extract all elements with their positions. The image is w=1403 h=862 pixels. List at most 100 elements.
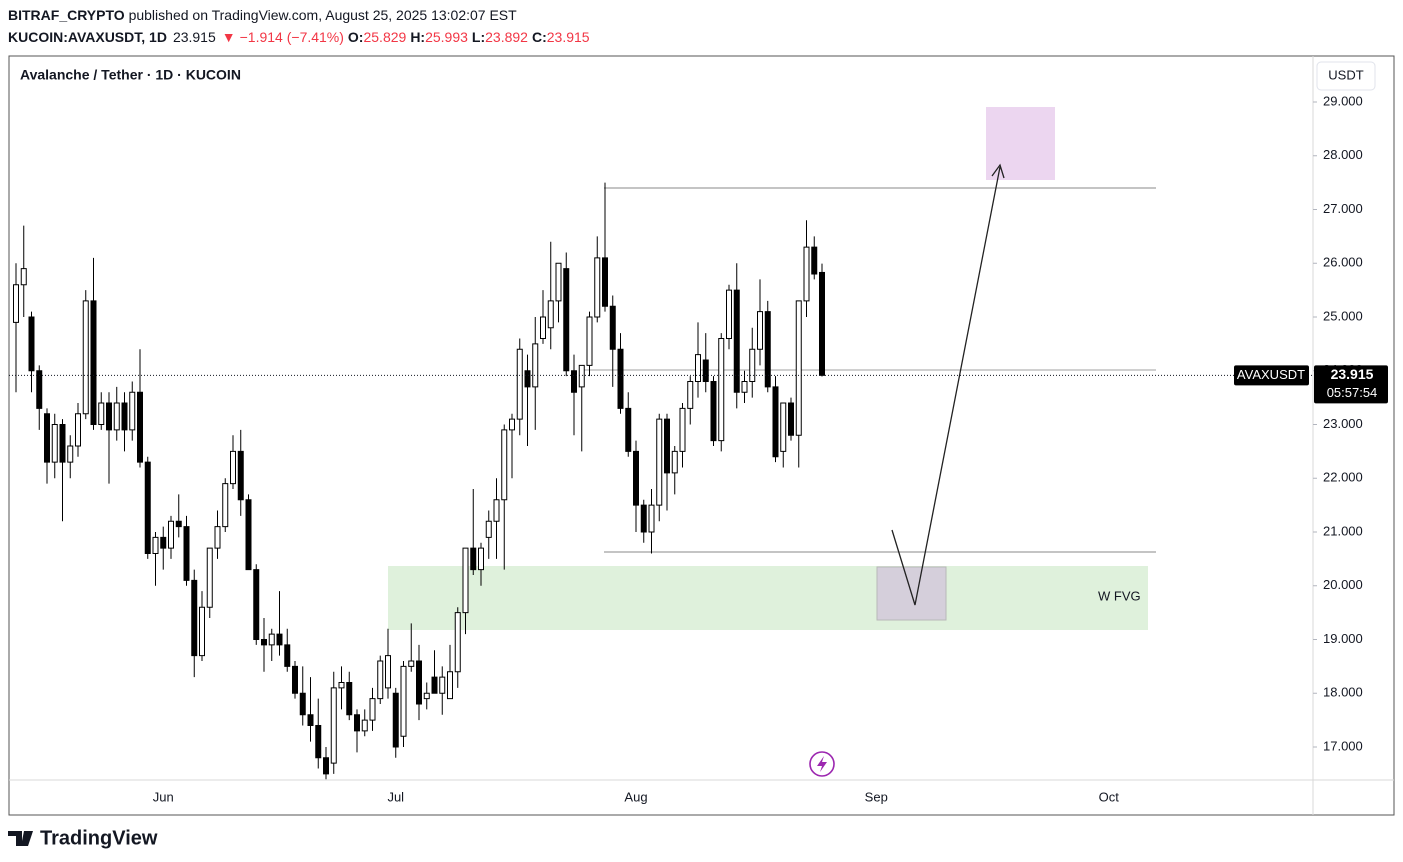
candle-body xyxy=(237,450,244,501)
publish-line: BITRAF_CRYPTO published on TradingView.c… xyxy=(8,7,517,23)
candle-body xyxy=(59,424,66,463)
candle-body xyxy=(44,413,50,463)
candle-body xyxy=(36,370,43,409)
last-price-tag xyxy=(1234,365,1309,386)
annotation: W FVG xyxy=(1098,588,1141,603)
candle-body xyxy=(625,407,632,452)
y-tick-label: 29.000 xyxy=(1323,93,1363,108)
candle-body xyxy=(718,338,725,442)
candle-body xyxy=(633,450,639,506)
candle-body xyxy=(292,665,298,694)
candle-body xyxy=(160,536,167,549)
candle-body xyxy=(609,305,616,350)
candle-body xyxy=(245,499,252,571)
candle-body xyxy=(392,692,399,748)
candle-body xyxy=(431,676,438,694)
l-label: L: xyxy=(472,29,485,45)
candle-body xyxy=(338,681,345,689)
plot: 17.000 18.000 19.000 20.000 21.000 22.000 23.0… xyxy=(9,93,1388,804)
candle-body xyxy=(772,386,779,458)
published: published on TradingView.com, August 25,… xyxy=(125,7,517,23)
chart-frame xyxy=(8,55,1395,816)
candle-body xyxy=(447,671,453,700)
y-tick-label: 20.000 xyxy=(1323,577,1363,592)
candle-body xyxy=(524,370,531,388)
fvg-zone xyxy=(388,566,1148,630)
candle-body xyxy=(617,348,624,409)
candle-body xyxy=(369,698,376,721)
candle-body xyxy=(470,547,477,571)
candle-body xyxy=(28,316,35,372)
candle-body xyxy=(578,364,585,388)
candle-body xyxy=(702,359,709,383)
candle-body xyxy=(563,268,570,372)
candle-body xyxy=(640,504,647,533)
last-price-value: 23.915 xyxy=(1331,366,1374,382)
candle-body xyxy=(695,354,701,383)
candle-body xyxy=(416,660,422,705)
candle-body xyxy=(152,536,159,555)
candle-body xyxy=(485,520,492,538)
x-tick-label: Oct xyxy=(1099,789,1120,804)
candle-body xyxy=(183,526,190,581)
h-value: 25.993 xyxy=(425,29,468,45)
candle-body xyxy=(757,311,763,350)
x-tick-label: Jun xyxy=(153,789,174,804)
candle-body xyxy=(346,681,353,716)
projection-arrow xyxy=(891,163,1005,606)
brand-logo xyxy=(8,831,33,846)
candle-body xyxy=(276,633,283,646)
candle-body xyxy=(594,257,601,318)
candle-body xyxy=(555,262,562,302)
candle-body xyxy=(648,504,655,533)
candle-body xyxy=(602,257,608,307)
countdown: 05:57:54 xyxy=(1327,385,1378,400)
candle-body xyxy=(571,370,577,393)
candle-body xyxy=(710,381,717,442)
y-tick-label: 25.000 xyxy=(1323,308,1363,323)
candle-body xyxy=(462,547,469,614)
x-tick-label: Aug xyxy=(624,789,647,804)
candle-body xyxy=(741,381,748,393)
candle-body xyxy=(423,692,430,700)
x-tick-label: Jul xyxy=(387,789,404,804)
candle-body xyxy=(206,547,213,608)
candle-body xyxy=(408,660,415,667)
currency: USDT xyxy=(1328,67,1363,82)
y-tick-label: 19.000 xyxy=(1323,631,1363,646)
candle-body xyxy=(90,300,97,426)
last-price-box xyxy=(1314,365,1388,404)
event-bolt xyxy=(817,756,827,772)
candle-body xyxy=(385,655,391,689)
candle-body xyxy=(586,316,593,366)
candle-body xyxy=(315,724,322,759)
candle-body xyxy=(299,692,306,716)
y-tick-label: 26.000 xyxy=(1323,255,1363,270)
candle-body xyxy=(75,413,81,447)
candle-body xyxy=(253,569,260,640)
candle-body xyxy=(137,391,143,463)
currency-box xyxy=(1316,61,1376,91)
candle-body xyxy=(284,644,291,667)
last-price-tag-label: AVAXUSDT xyxy=(1237,367,1305,382)
candle-body xyxy=(540,316,546,340)
l-value: 23.892 xyxy=(485,29,528,45)
candle-body xyxy=(679,407,686,452)
drawings: W FVG xyxy=(388,107,1156,630)
candle-body xyxy=(230,450,236,485)
candle-body xyxy=(354,714,360,732)
candle-body xyxy=(323,757,329,775)
y-tick-label: 17.000 xyxy=(1323,738,1363,753)
candle-body xyxy=(795,300,802,436)
quote-line: KUCOIN:AVAXUSDT, 1D 23.915 ▼ −1.914 (−7.41%… xyxy=(8,29,590,45)
y-tick-label: 23.000 xyxy=(1323,416,1363,431)
c-label: C: xyxy=(532,29,547,45)
candle-body xyxy=(106,402,112,431)
o-label: O: xyxy=(348,29,364,45)
candle-body xyxy=(400,665,407,737)
candle-body xyxy=(98,402,105,426)
candle-body xyxy=(788,402,794,436)
x-tick-label: Sep xyxy=(865,789,888,804)
